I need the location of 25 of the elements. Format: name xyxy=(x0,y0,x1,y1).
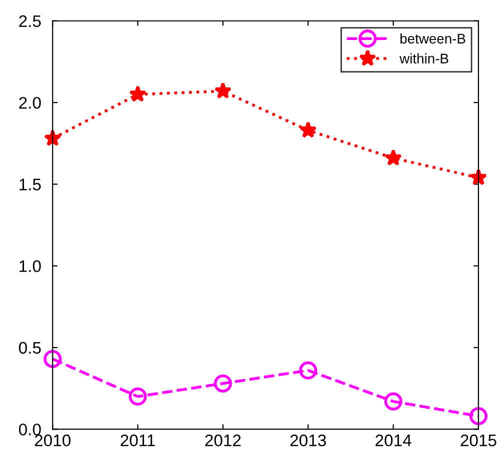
point xyxy=(384,149,402,166)
x-tick-label: 2012 xyxy=(205,434,241,446)
point xyxy=(129,85,146,102)
y-tick-label: 1.5 xyxy=(20,178,41,190)
x-tick-label: 2013 xyxy=(290,434,326,446)
y-tick-label: 1.0 xyxy=(20,260,41,272)
x-tick-label: 2015 xyxy=(460,434,496,446)
point xyxy=(470,168,488,186)
legend-label: within-B xyxy=(400,53,448,64)
x-tick-label: 2014 xyxy=(376,434,412,446)
legend-label: between-B xyxy=(400,33,466,44)
y-tick-label: 0.5 xyxy=(18,342,41,354)
point xyxy=(384,392,402,410)
y-tick-label: 2.0 xyxy=(19,96,41,109)
point xyxy=(469,407,488,426)
point xyxy=(128,388,147,406)
x-tick-label: 2010 xyxy=(34,434,70,446)
point xyxy=(299,121,317,138)
point xyxy=(214,82,232,99)
point xyxy=(299,361,318,380)
y-tick-label: 2.5 xyxy=(19,15,41,28)
y-tick-label: 0.0 xyxy=(18,424,41,436)
point xyxy=(214,374,232,392)
point xyxy=(44,350,62,368)
x-tick-label: 2011 xyxy=(120,434,155,446)
